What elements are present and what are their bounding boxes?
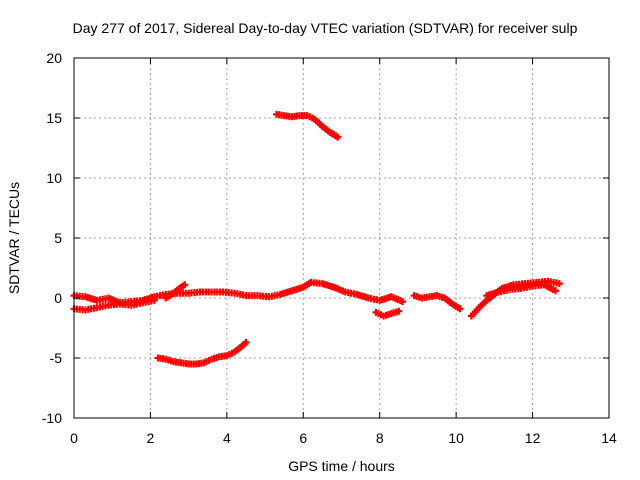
chart-title: Day 277 of 2017, Sidereal Day-to-day VTE… — [73, 20, 578, 36]
x-tick-label: 14 — [601, 430, 617, 446]
data-point — [395, 307, 403, 315]
ticks: 0 2 4 6 8 10 12 14 -10 -5 0 5 10 15 20 — [42, 50, 617, 446]
y-tick-label: 20 — [46, 50, 62, 66]
y-tick-label: -10 — [42, 410, 62, 426]
y-tick-label: 0 — [54, 290, 62, 306]
series-main-track-b — [70, 296, 158, 314]
x-tick-label: 10 — [448, 430, 464, 446]
y-tick-label: 10 — [46, 170, 62, 186]
y-tick-label: -5 — [50, 350, 63, 366]
data-point — [552, 287, 559, 295]
data-point — [334, 133, 342, 141]
y-axis-label: SDTVAR / TECUs — [6, 182, 22, 294]
series-low-arc — [154, 338, 250, 368]
data-point — [399, 298, 407, 306]
series-track-9-10 — [410, 292, 464, 313]
y-tick-label: 5 — [54, 230, 62, 246]
y-tick-label: 15 — [46, 110, 62, 126]
series-high-arc — [273, 110, 342, 141]
series-track-11-12.5-lower — [483, 281, 559, 300]
x-tick-label: 8 — [376, 430, 384, 446]
series-main-track-a — [70, 278, 407, 307]
grid — [74, 58, 609, 418]
x-tick-label: 4 — [223, 430, 231, 446]
data-point — [242, 338, 250, 346]
series-dip-8 — [372, 307, 403, 320]
x-tick-label: 12 — [525, 430, 541, 446]
data-points — [70, 110, 563, 368]
x-axis-label: GPS time / hours — [288, 458, 395, 474]
data-point — [456, 305, 464, 313]
x-tick-label: 2 — [147, 430, 155, 446]
data-point — [555, 280, 563, 288]
x-tick-label: 0 — [70, 430, 78, 446]
x-tick-label: 6 — [299, 430, 307, 446]
series-spike-2.8 — [162, 281, 189, 302]
data-point — [150, 296, 158, 304]
data-point — [181, 281, 189, 289]
